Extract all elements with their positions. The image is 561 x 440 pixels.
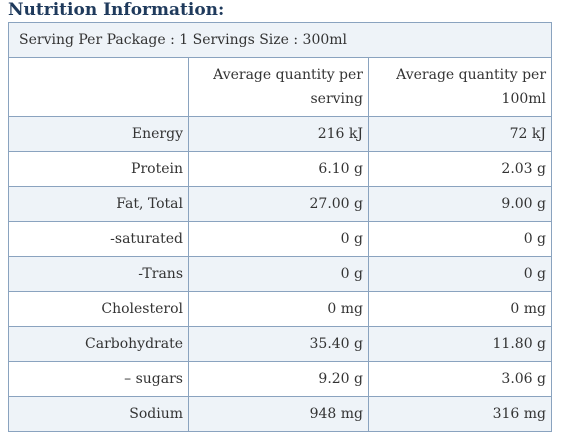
nutrient-name: Sodium <box>8 396 189 432</box>
nutrient-name: Cholesterol <box>8 291 189 327</box>
nutrient-per-100ml: 2.03 g <box>367 151 553 187</box>
nutrient-per-100ml: 9.00 g <box>367 186 553 222</box>
nutrient-per-serving: 0 mg <box>188 291 369 327</box>
nutrition-table: Serving Per Package : 1 Servings Size : … <box>7 22 553 432</box>
nutrient-name: – sugars <box>8 361 189 397</box>
nutrient-per-100ml: 0 mg <box>367 291 553 327</box>
nutrient-row: – sugars 9.20 g 3.06 g <box>8 361 553 397</box>
header-row: Average quantity per serving Average qua… <box>8 57 553 117</box>
nutrient-row: Carbohydrate 35.40 g 11.80 g <box>8 326 553 362</box>
nutrient-per-100ml: 0 g <box>367 256 553 292</box>
nutrient-per-100ml: 0 g <box>367 221 553 257</box>
nutrient-per-serving: 35.40 g <box>188 326 369 362</box>
nutrient-per-serving: 27.00 g <box>188 186 369 222</box>
nutrient-row: Cholesterol 0 mg 0 mg <box>8 291 553 327</box>
nutrient-name: Fat, Total <box>8 186 189 222</box>
nutrition-table-body: Serving Per Package : 1 Servings Size : … <box>7 22 553 432</box>
nutrient-row: Energy 216 kJ 72 kJ <box>8 116 553 152</box>
nutrient-per-100ml: 3.06 g <box>367 361 553 397</box>
nutrient-per-100ml: 316 mg <box>367 396 553 432</box>
nutrient-name: -Trans <box>8 256 189 292</box>
serving-info-row: Serving Per Package : 1 Servings Size : … <box>7 22 553 58</box>
nutrient-row: Fat, Total 27.00 g 9.00 g <box>8 186 553 222</box>
nutrient-row: Sodium 948 mg 316 mg <box>8 396 553 432</box>
nutrient-name: Protein <box>8 151 189 187</box>
nutrient-row: Protein 6.10 g 2.03 g <box>8 151 553 187</box>
nutrient-name: Energy <box>8 116 189 152</box>
serving-info: Serving Per Package : 1 Servings Size : … <box>7 22 553 58</box>
nutrition-title: Nutrition Information: <box>8 0 225 20</box>
nutrient-per-serving: 0 g <box>188 256 369 292</box>
nutrient-per-serving: 6.10 g <box>188 151 369 187</box>
header-per-100ml: Average quantity per 100ml <box>367 57 553 117</box>
nutrient-per-serving: 216 kJ <box>188 116 369 152</box>
nutrient-per-100ml: 72 kJ <box>367 116 553 152</box>
nutrient-per-100ml: 11.80 g <box>367 326 553 362</box>
nutrient-per-serving: 9.20 g <box>188 361 369 397</box>
header-blank-cell <box>8 57 189 117</box>
nutrient-per-serving: 0 g <box>188 221 369 257</box>
header-per-serving: Average quantity per serving <box>188 57 369 117</box>
nutrient-name: Carbohydrate <box>8 326 189 362</box>
nutrient-per-serving: 948 mg <box>188 396 369 432</box>
nutrient-name: -saturated <box>8 221 189 257</box>
